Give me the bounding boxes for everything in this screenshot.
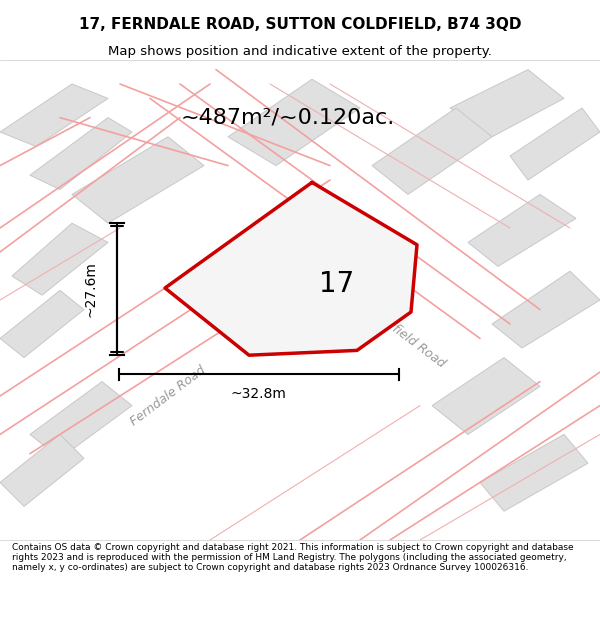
Polygon shape [450,69,564,137]
Text: 17: 17 [319,270,354,298]
Polygon shape [0,84,108,146]
Text: Contains OS data © Crown copyright and database right 2021. This information is : Contains OS data © Crown copyright and d… [12,542,574,572]
Polygon shape [480,434,588,511]
Polygon shape [30,118,132,189]
Polygon shape [432,357,540,434]
Polygon shape [30,382,132,458]
Text: ~487m²/~0.120ac.: ~487m²/~0.120ac. [181,107,395,127]
Polygon shape [0,291,84,357]
Polygon shape [510,108,600,180]
Text: ~27.6m: ~27.6m [83,261,97,317]
Polygon shape [492,271,600,348]
Polygon shape [165,182,417,355]
Polygon shape [228,79,360,166]
Text: Ferndale Road: Ferndale Road [128,364,208,428]
Text: ~32.8m: ~32.8m [231,387,287,401]
Polygon shape [12,223,108,295]
Text: Map shows position and indicative extent of the property.: Map shows position and indicative extent… [108,45,492,58]
Polygon shape [468,194,576,266]
Polygon shape [72,137,204,223]
Text: Mayfield Road: Mayfield Road [369,307,447,370]
Polygon shape [0,434,84,506]
Text: 17, FERNDALE ROAD, SUTTON COLDFIELD, B74 3QD: 17, FERNDALE ROAD, SUTTON COLDFIELD, B74… [79,17,521,32]
Polygon shape [372,108,492,194]
